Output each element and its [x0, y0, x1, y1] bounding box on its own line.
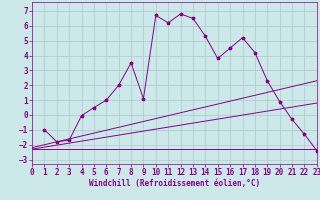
X-axis label: Windchill (Refroidissement éolien,°C): Windchill (Refroidissement éolien,°C) — [89, 179, 260, 188]
